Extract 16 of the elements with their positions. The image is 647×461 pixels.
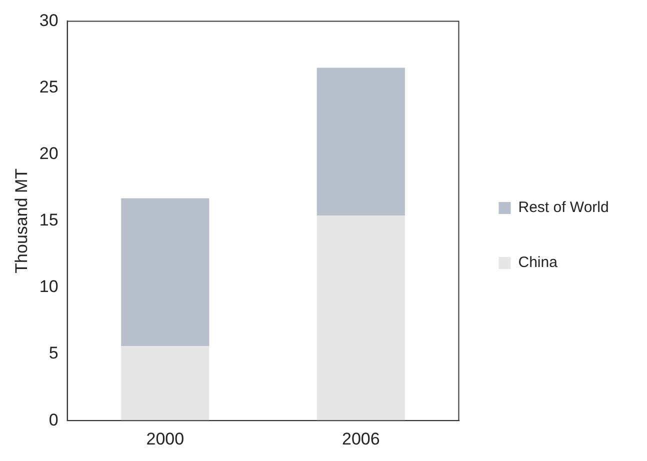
y-tick-label: 15 <box>39 210 58 230</box>
x-tick-label: 2006 <box>342 429 380 448</box>
y-tick-label: 5 <box>48 344 58 363</box>
y-tick-label: 25 <box>39 77 58 96</box>
y-tick-label: 30 <box>39 10 58 30</box>
legend-label: China <box>518 254 558 272</box>
bar <box>121 346 210 421</box>
bar <box>316 216 405 421</box>
legend-label: Rest of World <box>518 199 609 216</box>
y-tick-label: 20 <box>39 144 58 164</box>
x-tick-label: 2000 <box>146 429 184 448</box>
y-axis-title: Thousand MT <box>12 168 31 274</box>
y-tick-label: 0 <box>48 410 58 430</box>
bar <box>121 198 210 346</box>
y-tick-label: 10 <box>39 277 58 296</box>
bar <box>316 68 405 216</box>
